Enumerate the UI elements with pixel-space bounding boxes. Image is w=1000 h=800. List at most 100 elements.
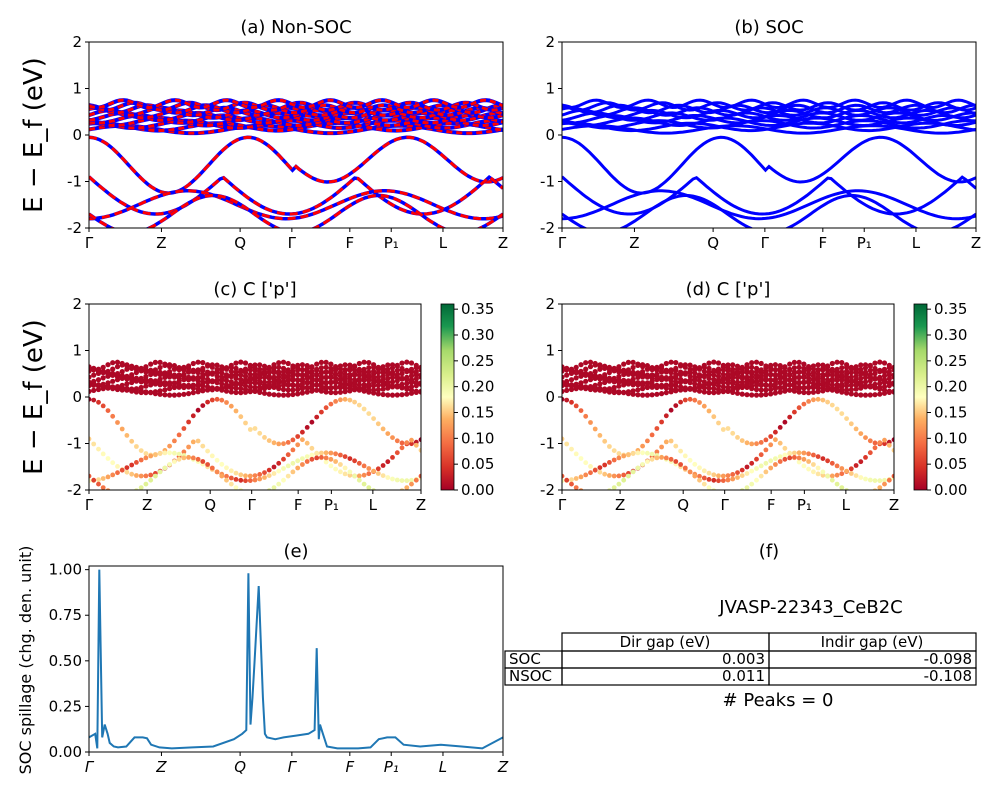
panel-c-point	[375, 364, 381, 370]
panel-c-point	[361, 472, 367, 478]
panel-c-point	[285, 392, 291, 398]
panel-c-point	[89, 436, 92, 442]
panel-d-point	[592, 426, 598, 432]
panel-c-point	[366, 485, 372, 490]
panel-d-point	[606, 376, 613, 383]
panel-d-point	[678, 379, 684, 385]
panel-d-point	[659, 455, 664, 460]
panel-c-point	[408, 384, 415, 390]
panel-c-point	[314, 451, 320, 457]
panel-d-point	[654, 365, 660, 371]
panel-d-point	[659, 444, 664, 450]
panel-c-point	[328, 361, 334, 367]
panel-c-point	[153, 473, 158, 479]
panel-c-point	[114, 359, 121, 365]
panel-d-point	[625, 389, 632, 395]
panel-c-point	[100, 381, 106, 387]
panel-d-point	[725, 384, 731, 390]
panel-d-point	[607, 444, 612, 449]
panel-c-point	[337, 383, 343, 389]
panel-c-point	[276, 481, 282, 487]
panel-c-colorbar-label: 0.25	[461, 352, 494, 370]
panel-d-point	[753, 369, 760, 375]
panel-c-point	[404, 478, 410, 484]
panel-c-point	[338, 452, 343, 458]
panel-c-point	[91, 366, 97, 372]
panel-c-point	[105, 380, 111, 386]
panel-d-point	[881, 384, 888, 390]
panel-c-ylabel: E − E_f (eV)	[19, 319, 49, 475]
panel-c-point	[371, 387, 377, 393]
panel-c-point	[224, 473, 229, 479]
panel-c-point	[309, 452, 315, 458]
panel-c-point	[380, 386, 386, 392]
panel-d-point	[630, 469, 636, 475]
panel-b-xtick-label: L	[912, 234, 921, 252]
panel-d-point	[749, 460, 755, 466]
panel-d-point	[696, 378, 703, 384]
panel-c-point	[290, 382, 296, 388]
panel-d-point	[720, 371, 726, 377]
panel-c-point	[347, 365, 353, 371]
panel-c-point	[408, 373, 415, 379]
panel-c-point	[295, 458, 301, 464]
panel-c-point	[243, 478, 248, 484]
table-row-nsoc-indir: -0.108	[924, 667, 972, 685]
panel-d-point	[573, 485, 579, 490]
panel-d-point	[678, 462, 683, 467]
panel-d-point	[787, 414, 793, 420]
panel-c-point	[389, 371, 396, 377]
panel-d-point	[692, 473, 698, 479]
panel-c-point	[266, 373, 272, 379]
panel-c-point	[356, 366, 362, 372]
panel-c-point	[143, 455, 149, 461]
panel-c-point	[371, 468, 376, 474]
panel-c-point	[266, 488, 272, 490]
panel-d-point	[711, 377, 717, 383]
panel-b-xtick-label: Q	[707, 234, 719, 252]
panel-c-point	[262, 470, 267, 475]
panel-e-ytick-label: 0.00	[49, 743, 82, 761]
panel-c-point	[247, 473, 253, 479]
panel-c-point	[390, 455, 395, 460]
panel-d-point	[806, 372, 812, 378]
panel-d-point	[564, 387, 570, 393]
panel-d-point	[763, 376, 769, 382]
panel-d-point	[810, 366, 817, 372]
panel-d-point	[768, 377, 774, 383]
panel-d-point	[853, 379, 859, 385]
panel-d-point	[787, 451, 793, 457]
panel-c-point	[361, 382, 367, 388]
panel-c-point	[167, 381, 173, 387]
panel-d-point	[564, 477, 570, 483]
panel-d-point	[621, 453, 627, 459]
panel-d-point	[858, 392, 864, 398]
panel-c-point	[91, 378, 97, 384]
panel-c-point	[281, 477, 286, 483]
panel-d-point	[801, 361, 807, 367]
panel-d-point	[715, 366, 722, 372]
panel-d-point	[829, 360, 835, 367]
panel-c-point	[309, 456, 315, 462]
panel-c-colorbar-label: 0.30	[461, 326, 494, 344]
panel-c-point	[233, 360, 239, 366]
panel-c-point	[138, 448, 144, 453]
panel-d-point	[583, 460, 589, 466]
panel-c-point	[347, 388, 353, 394]
panel-c-point	[238, 488, 244, 490]
panel-c-ytick-label: 1	[72, 342, 82, 360]
panel-c-point	[333, 459, 338, 464]
panel-d-point	[635, 450, 641, 456]
panel-c-point	[300, 456, 305, 461]
panel-c-point	[385, 459, 391, 465]
panel-a-band-line	[89, 193, 503, 228]
panel-d-point	[829, 402, 835, 408]
panel-d-point	[578, 488, 584, 490]
panel-c-point	[366, 360, 372, 366]
panel-c-point	[361, 386, 367, 392]
panel-d-point	[734, 379, 741, 385]
panel-c-point	[129, 386, 135, 393]
panel-d-point	[682, 379, 688, 385]
panel-d-point	[758, 367, 764, 373]
panel-c-point	[152, 389, 158, 395]
